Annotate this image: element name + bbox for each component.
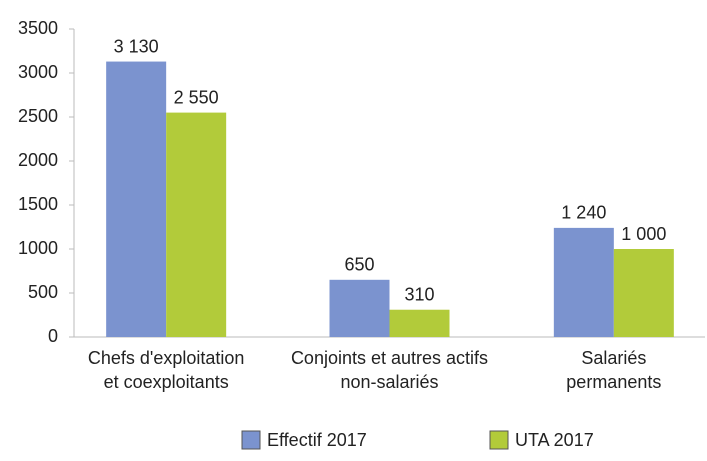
- value-label: 310: [404, 284, 434, 304]
- y-tick-label: 3000: [18, 62, 58, 82]
- x-tick-label: et coexploitants: [104, 372, 229, 392]
- x-tick-label: permanents: [566, 372, 661, 392]
- y-tick-label: 1000: [18, 238, 58, 258]
- legend-label: Effectif 2017: [267, 430, 367, 450]
- legend-swatch: [489, 430, 509, 450]
- value-label: 650: [344, 255, 374, 275]
- bar: [166, 112, 227, 337]
- x-tick-label: Salariés: [581, 348, 646, 368]
- bar: [329, 279, 390, 337]
- value-label: 2 550: [174, 87, 219, 107]
- y-tick-label: 500: [28, 282, 58, 302]
- x-tick-label: non-salariés: [340, 372, 438, 392]
- bar: [553, 227, 614, 337]
- y-tick-label: 2500: [18, 106, 58, 126]
- value-label: 1 240: [561, 203, 606, 223]
- x-tick-label: Conjoints et autres actifs: [291, 348, 488, 368]
- value-label: 1 000: [621, 224, 666, 244]
- y-tick-label: 1500: [18, 194, 58, 214]
- value-label: 3 130: [114, 36, 159, 56]
- y-tick-label: 2000: [18, 150, 58, 170]
- y-tick-label: 0: [48, 326, 58, 346]
- y-tick-label: 3500: [18, 18, 58, 38]
- bar: [613, 249, 674, 337]
- bar: [106, 61, 167, 338]
- x-tick-label: Chefs d'exploitation: [88, 348, 245, 368]
- legend-label: UTA 2017: [515, 430, 594, 450]
- bar: [389, 309, 450, 337]
- legend-swatch: [241, 430, 261, 450]
